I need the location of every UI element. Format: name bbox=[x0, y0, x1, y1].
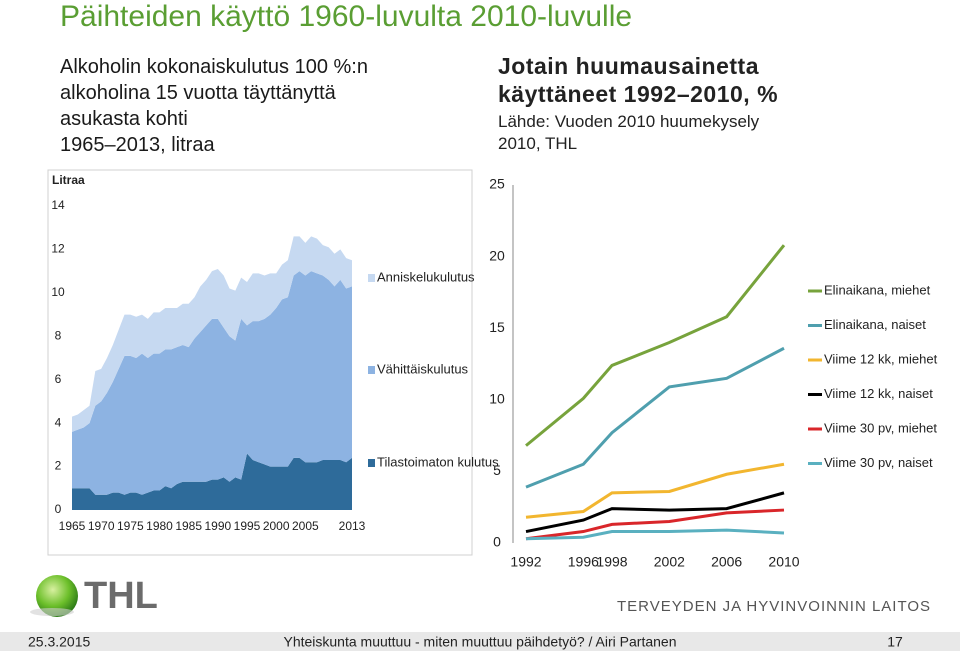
footer-date: 25.3.2015 bbox=[28, 634, 90, 650]
y-tick-label: 0 bbox=[55, 502, 62, 516]
organization: TERVEYDEN JA HYVINVOINNIN LAITOS bbox=[617, 598, 931, 615]
y-tick-label: 0 bbox=[493, 534, 501, 550]
y-tick-label: 6 bbox=[55, 372, 62, 386]
slide-title: Päihteiden käyttö 1960-luvulta 2010-luvu… bbox=[60, 0, 633, 33]
y-tick-label: 25 bbox=[489, 176, 505, 192]
y-tick-label: 8 bbox=[55, 328, 62, 342]
legend-label: Viime 30 pv, naiset bbox=[824, 455, 933, 470]
y-tick-label: 10 bbox=[489, 391, 505, 407]
y-axis-label: Litraa bbox=[52, 173, 85, 187]
logo-text: THL bbox=[84, 575, 158, 617]
x-tick-label: 1985 bbox=[175, 519, 202, 533]
area bbox=[72, 271, 352, 495]
subtitle-line: 2010, THL bbox=[498, 134, 578, 153]
title-line: alkoholina 15 vuotta täyttänyttä bbox=[60, 82, 336, 104]
x-tick-label: 1990 bbox=[204, 519, 231, 533]
x-tick-label: 1996 bbox=[568, 554, 599, 570]
y-tick-label: 2 bbox=[55, 459, 62, 473]
legend-label: Viime 30 pv, miehet bbox=[824, 420, 937, 435]
y-tick-label: 10 bbox=[51, 285, 65, 299]
x-tick-label: 1992 bbox=[510, 554, 541, 570]
x-tick-label: 1980 bbox=[146, 519, 173, 533]
y-tick-label: 12 bbox=[51, 242, 65, 256]
area bbox=[72, 453, 352, 510]
footer-bar bbox=[0, 632, 960, 651]
y-tick-label: 4 bbox=[55, 415, 62, 429]
x-tick-label: 1998 bbox=[596, 554, 627, 570]
footer-text: Yhteiskunta muuttuu - miten muuttuu päih… bbox=[283, 634, 676, 650]
x-tick-label: 1965 bbox=[59, 519, 86, 533]
logo-globe bbox=[36, 575, 78, 617]
legend-label: Elinaikana, naiset bbox=[824, 317, 926, 332]
footer-page: 17 bbox=[887, 634, 903, 650]
title-line: käyttäneet 1992–2010, % bbox=[498, 81, 779, 107]
x-tick-label: 2002 bbox=[654, 554, 685, 570]
legend-label: Viime 12 kk, naiset bbox=[824, 386, 933, 401]
title-line: Jotain huumausainetta bbox=[498, 53, 759, 79]
title-line: Alkoholin kokonaiskulutus 100 %:n bbox=[60, 56, 368, 78]
legend-label: Vähittäiskulutus bbox=[377, 361, 469, 376]
y-tick-label: 15 bbox=[489, 319, 505, 335]
title-line: asukasta kohti bbox=[60, 108, 188, 130]
y-tick-label: 5 bbox=[493, 462, 501, 478]
line bbox=[525, 244, 786, 447]
x-tick-label: 1975 bbox=[117, 519, 144, 533]
legend-label: Tilastoimaton kulutus bbox=[377, 454, 499, 469]
line bbox=[525, 508, 785, 541]
x-tick-label: 2000 bbox=[263, 519, 290, 533]
line bbox=[525, 528, 785, 541]
y-tick-label: 20 bbox=[489, 247, 505, 263]
line bbox=[525, 346, 785, 489]
x-tick-label: 2006 bbox=[711, 554, 742, 570]
x-tick-label: 2005 bbox=[292, 519, 319, 533]
legend-label: Elinaikana, miehet bbox=[824, 282, 931, 297]
area bbox=[72, 236, 352, 432]
x-tick-label: 2010 bbox=[768, 554, 799, 570]
legend-label: Anniskelukulutus bbox=[377, 269, 475, 284]
x-tick-label: 2013 bbox=[339, 519, 366, 533]
x-tick-label: 1995 bbox=[234, 519, 261, 533]
line bbox=[525, 491, 785, 534]
y-tick-label: 14 bbox=[51, 198, 65, 212]
x-tick-label: 1970 bbox=[88, 519, 115, 533]
legend-label: Viime 12 kk, miehet bbox=[824, 351, 938, 366]
legend-swatch bbox=[368, 366, 375, 374]
subtitle-line: Lähde: Vuoden 2010 huumekysely bbox=[498, 112, 760, 131]
title-line: 1965–2013, litraa bbox=[60, 134, 215, 156]
chart-title: Jotain huumausainetta käyttäneet 1992–20… bbox=[498, 52, 778, 155]
chart-title: Alkoholin kokonaiskulutus 100 %:n alkoho… bbox=[60, 54, 368, 158]
legend-swatch bbox=[368, 459, 375, 467]
line bbox=[525, 462, 785, 519]
legend-swatch bbox=[368, 274, 375, 282]
logo-shadow bbox=[30, 608, 74, 616]
